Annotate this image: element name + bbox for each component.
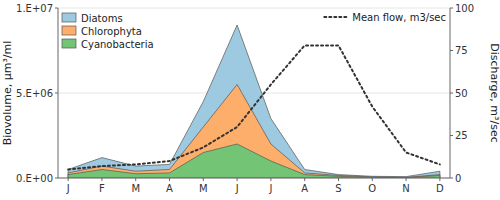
axes: J F M A M J J A S O N D 0.E+00 5.E+06 1.E+07 0 25 50 75 100 (16, 3, 474, 195)
x-tick-label: F (99, 183, 105, 194)
x-tick-label: M (199, 183, 208, 194)
legend-label: Mean flow, m3/sec (352, 12, 446, 23)
y-tick (55, 93, 58, 94)
x-tick (203, 178, 204, 181)
legend: Diatoms Chlorophyta Cyanobacteria Mean flow… (60, 10, 449, 53)
x-tick-label: A (166, 183, 173, 194)
x-tick (68, 178, 69, 181)
x-tick (135, 178, 136, 181)
legend-background (60, 10, 158, 53)
grid-line (58, 8, 450, 9)
legend-swatch (62, 39, 76, 48)
x-tick (169, 178, 170, 181)
x-tick-label: O (368, 183, 376, 194)
legend-swatch (62, 26, 76, 35)
y-tick-label: 0.E+00 (16, 173, 53, 184)
y2-tick (450, 50, 453, 51)
y2-tick-label: 75 (455, 45, 468, 56)
y-axis-label: Biovolume, μm³/ml (1, 41, 14, 146)
y-tick (55, 8, 58, 9)
y2-tick-label: 25 (455, 130, 468, 141)
x-tick (372, 178, 373, 181)
x-tick-label: J (66, 183, 70, 194)
area (68, 85, 440, 179)
legend-label: Diatoms (81, 13, 123, 24)
y2-axis-label: Discharge, m³/sec (488, 43, 500, 142)
x-tick (101, 178, 102, 181)
x-axis-line (58, 178, 450, 179)
x-tick (406, 178, 407, 181)
x-tick-label: J (268, 183, 272, 194)
legend-background (321, 10, 449, 23)
x-tick (338, 178, 339, 181)
grid-line (58, 178, 450, 179)
area (68, 144, 440, 178)
area (68, 25, 440, 178)
plot-area (68, 25, 440, 178)
grid (58, 8, 450, 178)
x-tick-label: N (402, 183, 409, 194)
y-tick (55, 178, 58, 179)
legend-swatch (62, 13, 76, 22)
y-tick-label: 1.E+07 (16, 3, 53, 14)
y2-tick-label: 0 (455, 173, 461, 184)
x-tick-label: D (436, 183, 444, 194)
y-tick-label: 5.E+06 (16, 88, 53, 99)
x-tick (270, 178, 271, 181)
x-tick-label: A (301, 183, 308, 194)
x-tick-label: M (131, 183, 140, 194)
x-tick (439, 178, 440, 181)
y2-tick-label: 50 (455, 88, 468, 99)
y2-tick (450, 135, 453, 136)
legend-swatch (324, 16, 346, 18)
legend-label: Chlorophyta (81, 26, 142, 37)
y2-tick (450, 93, 453, 94)
x-tick (304, 178, 305, 181)
y2-tick (450, 8, 453, 9)
x-tick-label: J (235, 183, 239, 194)
line (68, 45, 440, 169)
x-tick (237, 178, 238, 181)
legend-label: Cyanobacteria (81, 39, 154, 50)
y2-tick-label: 100 (455, 3, 474, 14)
y2-tick (450, 178, 453, 179)
chart: J F M A M J J A S O N D 0.E+00 5.E+06 1.E+07 0 25 50 75 100… (0, 0, 500, 200)
x-tick-label: S (335, 183, 341, 194)
